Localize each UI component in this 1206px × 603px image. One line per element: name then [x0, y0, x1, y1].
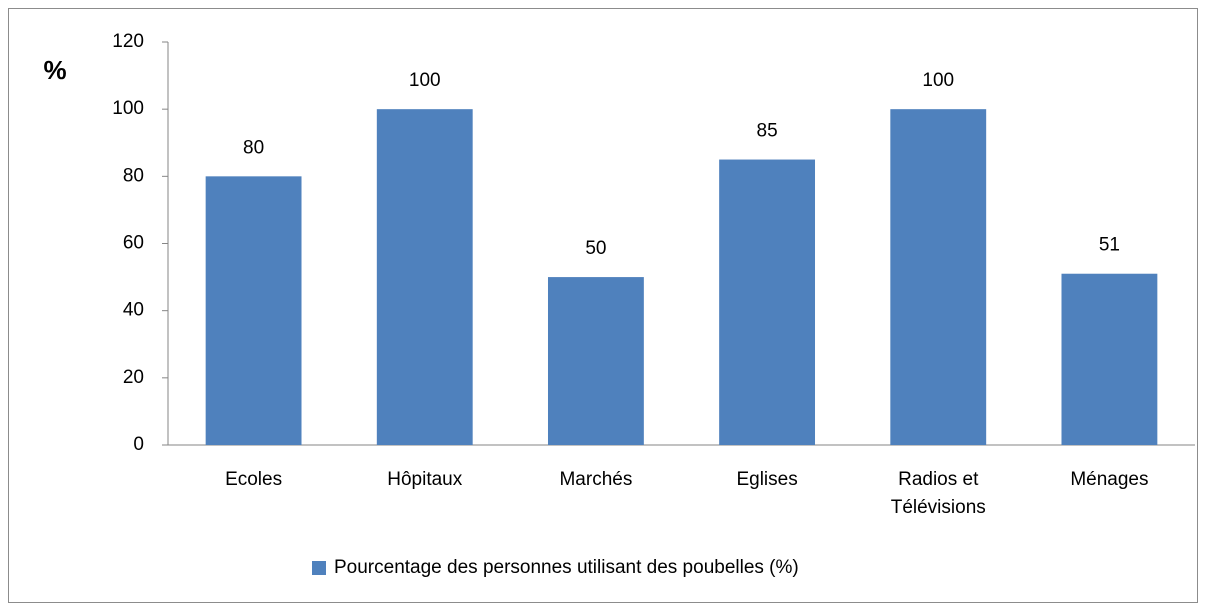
y-tick-label: 20	[123, 367, 144, 388]
y-tick-label: 40	[123, 300, 144, 321]
y-tick-label: 100	[112, 98, 144, 119]
value-label: 50	[585, 238, 606, 259]
value-label: 100	[409, 70, 441, 91]
legend-swatch	[312, 561, 326, 575]
y-tick-label: 80	[123, 165, 144, 186]
value-label: 80	[243, 137, 264, 158]
value-label: 51	[1099, 235, 1120, 256]
y-tick-label: 120	[112, 31, 144, 52]
bar	[376, 109, 473, 446]
value-label: 100	[922, 70, 954, 91]
x-tick-label: Radios et Télévisions	[891, 469, 986, 518]
x-tick-label: Eglises	[736, 469, 797, 490]
value-label: 85	[757, 121, 778, 142]
bar	[890, 109, 987, 446]
y-tick-label: 0	[133, 434, 144, 455]
y-tick-label: 60	[123, 233, 144, 254]
bar	[205, 176, 302, 446]
bar	[719, 159, 816, 445]
y-axis-label: %	[43, 55, 66, 85]
legend-label: Pourcentage des personnes utilisant des …	[334, 557, 799, 578]
x-tick-label: Ménages	[1070, 469, 1148, 490]
x-tick-label: Marchés	[559, 469, 632, 490]
bar	[1061, 273, 1158, 445]
bar	[547, 277, 644, 445]
x-tick-label: Hôpitaux	[387, 469, 462, 490]
x-tick-label: Ecoles	[225, 469, 282, 490]
